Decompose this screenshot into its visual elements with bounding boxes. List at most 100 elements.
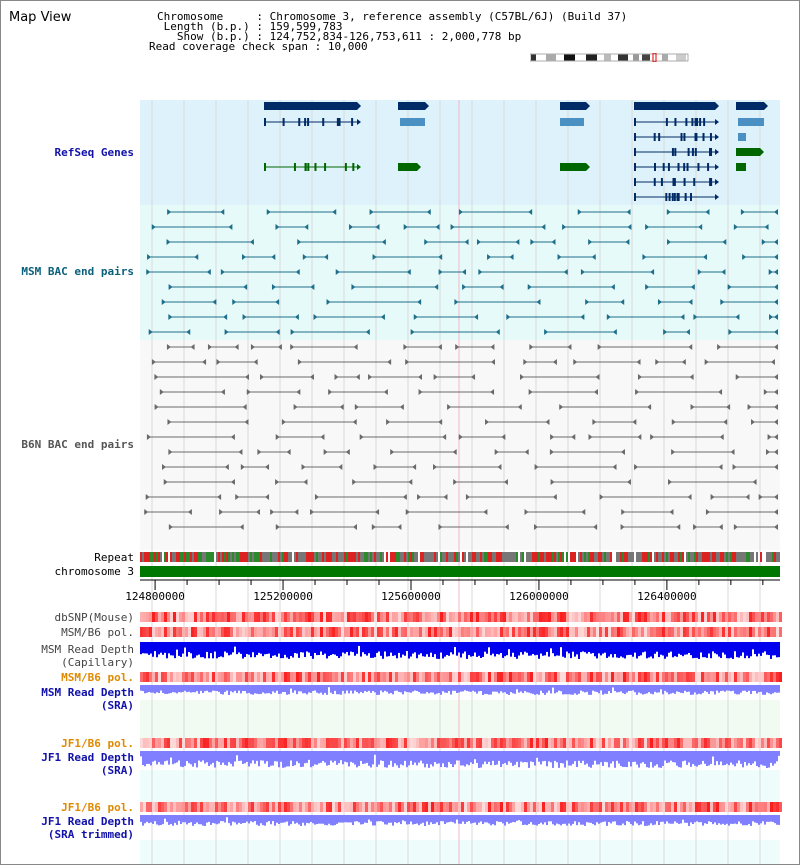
msm-bac-pair[interactable]: [326, 299, 422, 305]
b6n-bac-pair[interactable]: [453, 479, 508, 485]
b6n-bac-pair[interactable]: [767, 434, 778, 440]
msm-bac-pair[interactable]: [151, 224, 233, 230]
b6n-bac-pair[interactable]: [747, 404, 778, 410]
msm-bac-pair[interactable]: [666, 209, 710, 215]
b6n-bac-pair[interactable]: [290, 344, 358, 350]
b6n-bac-pair[interactable]: [154, 374, 249, 380]
b6n-bac-pair[interactable]: [417, 494, 448, 500]
msm-bac-pair[interactable]: [369, 209, 431, 215]
msm-bac-pair[interactable]: [224, 329, 280, 335]
msm-bac-pair[interactable]: [769, 314, 778, 320]
msm-bac-pair[interactable]: [242, 314, 299, 320]
track-label-jf1-b6-pol-trim[interactable]: JF1/B6 pol.: [61, 801, 134, 814]
msm-bac-pair[interactable]: [476, 239, 520, 245]
msm-bac-pair[interactable]: [168, 284, 248, 290]
msm-bac-pair[interactable]: [478, 269, 568, 275]
b6n-bac-pair[interactable]: [162, 464, 229, 470]
refseq-gene[interactable]: [736, 102, 768, 110]
b6n-bac-pair[interactable]: [270, 509, 299, 515]
b6n-bac-pair[interactable]: [520, 374, 600, 380]
b6n-bac-pair[interactable]: [250, 344, 282, 350]
b6n-bac-pair[interactable]: [168, 524, 244, 530]
msm-bac-pair[interactable]: [271, 284, 315, 290]
refseq-gene[interactable]: [634, 148, 719, 156]
msm-bac-pair[interactable]: [697, 269, 726, 275]
b6n-bac-pair[interactable]: [763, 389, 778, 395]
refseq-gene[interactable]: [264, 118, 361, 126]
b6n-bac-pair[interactable]: [154, 404, 247, 410]
msm-bac-pair[interactable]: [349, 224, 380, 230]
msm-bac-pair[interactable]: [733, 224, 769, 230]
msm-bac-pair[interactable]: [462, 284, 504, 290]
b6n-bac-pair[interactable]: [635, 389, 723, 395]
b6n-bac-pair[interactable]: [166, 344, 195, 350]
msm-bac-pair[interactable]: [167, 209, 225, 215]
msm-bac-pair[interactable]: [458, 209, 533, 215]
dbsnp-strip[interactable]: [140, 612, 782, 622]
b6n-bac-pair[interactable]: [334, 374, 360, 380]
b6n-bac-pair[interactable]: [693, 524, 723, 530]
b6n-bac-pair[interactable]: [750, 419, 778, 425]
b6n-bac-pair[interactable]: [485, 419, 550, 425]
b6n-bac-pair[interactable]: [418, 389, 495, 395]
b6n-bac-pair[interactable]: [465, 494, 557, 500]
b6n-bac-pair[interactable]: [597, 344, 693, 350]
b6n-bac-pair[interactable]: [438, 524, 509, 530]
b6n-bac-pair[interactable]: [275, 479, 308, 485]
msm-bac-pair[interactable]: [663, 329, 690, 335]
b6n-bac-pair[interactable]: [301, 464, 343, 470]
b6n-bac-pair[interactable]: [455, 344, 495, 350]
msm-bac-pair[interactable]: [544, 329, 617, 335]
repeat-track[interactable]: [140, 552, 780, 562]
b6n-bac-pair[interactable]: [458, 434, 506, 440]
msm-bac-pair[interactable]: [220, 269, 300, 275]
msm-bac-pair[interactable]: [740, 209, 778, 215]
msm-bac-pair[interactable]: [168, 314, 228, 320]
msm-bac-pair[interactable]: [302, 254, 329, 260]
read-depth-tracks[interactable]: [140, 642, 780, 826]
b6n-bac-pair[interactable]: [168, 449, 243, 455]
b6n-bac-pair[interactable]: [524, 509, 586, 515]
b6n-bac-pair[interactable]: [549, 449, 625, 455]
track-label-refseq[interactable]: RefSeq Genes: [54, 146, 134, 159]
refseq-gene[interactable]: [264, 163, 361, 171]
msm-bac-pair[interactable]: [424, 239, 469, 245]
b6n-bac-pair[interactable]: [690, 404, 731, 410]
msm-bac-pair[interactable]: [606, 314, 685, 320]
track-label-msm-b6-pol[interactable]: MSM/B6 pol.: [61, 626, 134, 639]
b6n-bac-pair[interactable]: [433, 374, 476, 380]
b6n-bac-pair[interactable]: [599, 494, 692, 500]
msm-bac-pair[interactable]: [290, 329, 370, 335]
jf1-depth-trim[interactable]: [140, 815, 780, 826]
refseq-gene[interactable]: [634, 178, 719, 186]
msm-bac-pair[interactable]: [403, 224, 440, 230]
track-label-msm-bac[interactable]: MSM BAC end pairs: [21, 265, 134, 278]
msm-depth-sra[interactable]: [140, 685, 780, 695]
b6n-bac-track[interactable]: [144, 344, 778, 530]
b6n-bac-pair[interactable]: [368, 374, 422, 380]
b6n-bac-pair[interactable]: [758, 494, 778, 500]
b6n-bac-pair[interactable]: [550, 479, 631, 485]
b6n-bac-pair[interactable]: [573, 359, 641, 365]
b6n-bac-pair[interactable]: [257, 449, 291, 455]
b6n-bac-pair[interactable]: [705, 509, 778, 515]
b6n-bac-pair[interactable]: [655, 359, 686, 365]
track-label-b6n-bac[interactable]: B6N BAC end pairs: [21, 438, 134, 451]
msm-bac-pair[interactable]: [454, 299, 541, 305]
b6n-bac-pair[interactable]: [219, 509, 260, 515]
msm-bac-pair[interactable]: [645, 224, 703, 230]
b6n-bac-pair[interactable]: [534, 464, 617, 470]
msm-bac-pair[interactable]: [335, 269, 411, 275]
b6n-bac-pair[interactable]: [671, 449, 735, 455]
b6n-bac-pair[interactable]: [405, 359, 496, 365]
b6n-bac-pair[interactable]: [732, 464, 778, 470]
b6n-bac-pair[interactable]: [275, 434, 325, 440]
b6n-bac-pair[interactable]: [297, 359, 392, 365]
msm-bac-pair[interactable]: [562, 224, 632, 230]
b6n-bac-pair[interactable]: [144, 509, 192, 515]
msm-bac-pair[interactable]: [580, 269, 655, 275]
msm-bac-pair[interactable]: [728, 329, 778, 335]
msm-bac-pair[interactable]: [642, 254, 708, 260]
b6n-bac-pair[interactable]: [559, 404, 652, 410]
